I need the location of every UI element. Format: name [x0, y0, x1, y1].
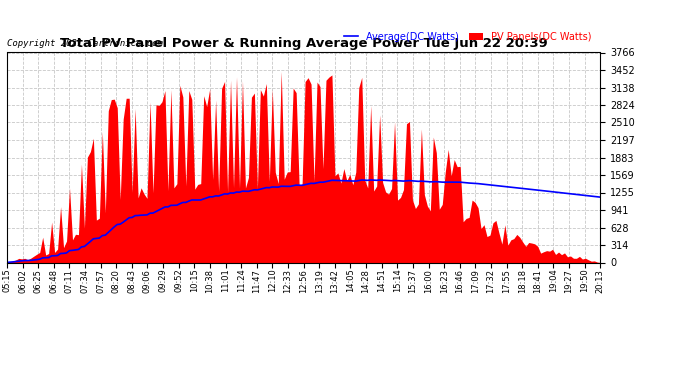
Text: Copyright 2021 Cartronics.com: Copyright 2021 Cartronics.com [7, 39, 163, 48]
Title: Total PV Panel Power & Running Average Power Tue Jun 22 20:39: Total PV Panel Power & Running Average P… [60, 37, 547, 50]
Legend: Average(DC Watts), PV Panels(DC Watts): Average(DC Watts), PV Panels(DC Watts) [340, 28, 595, 46]
